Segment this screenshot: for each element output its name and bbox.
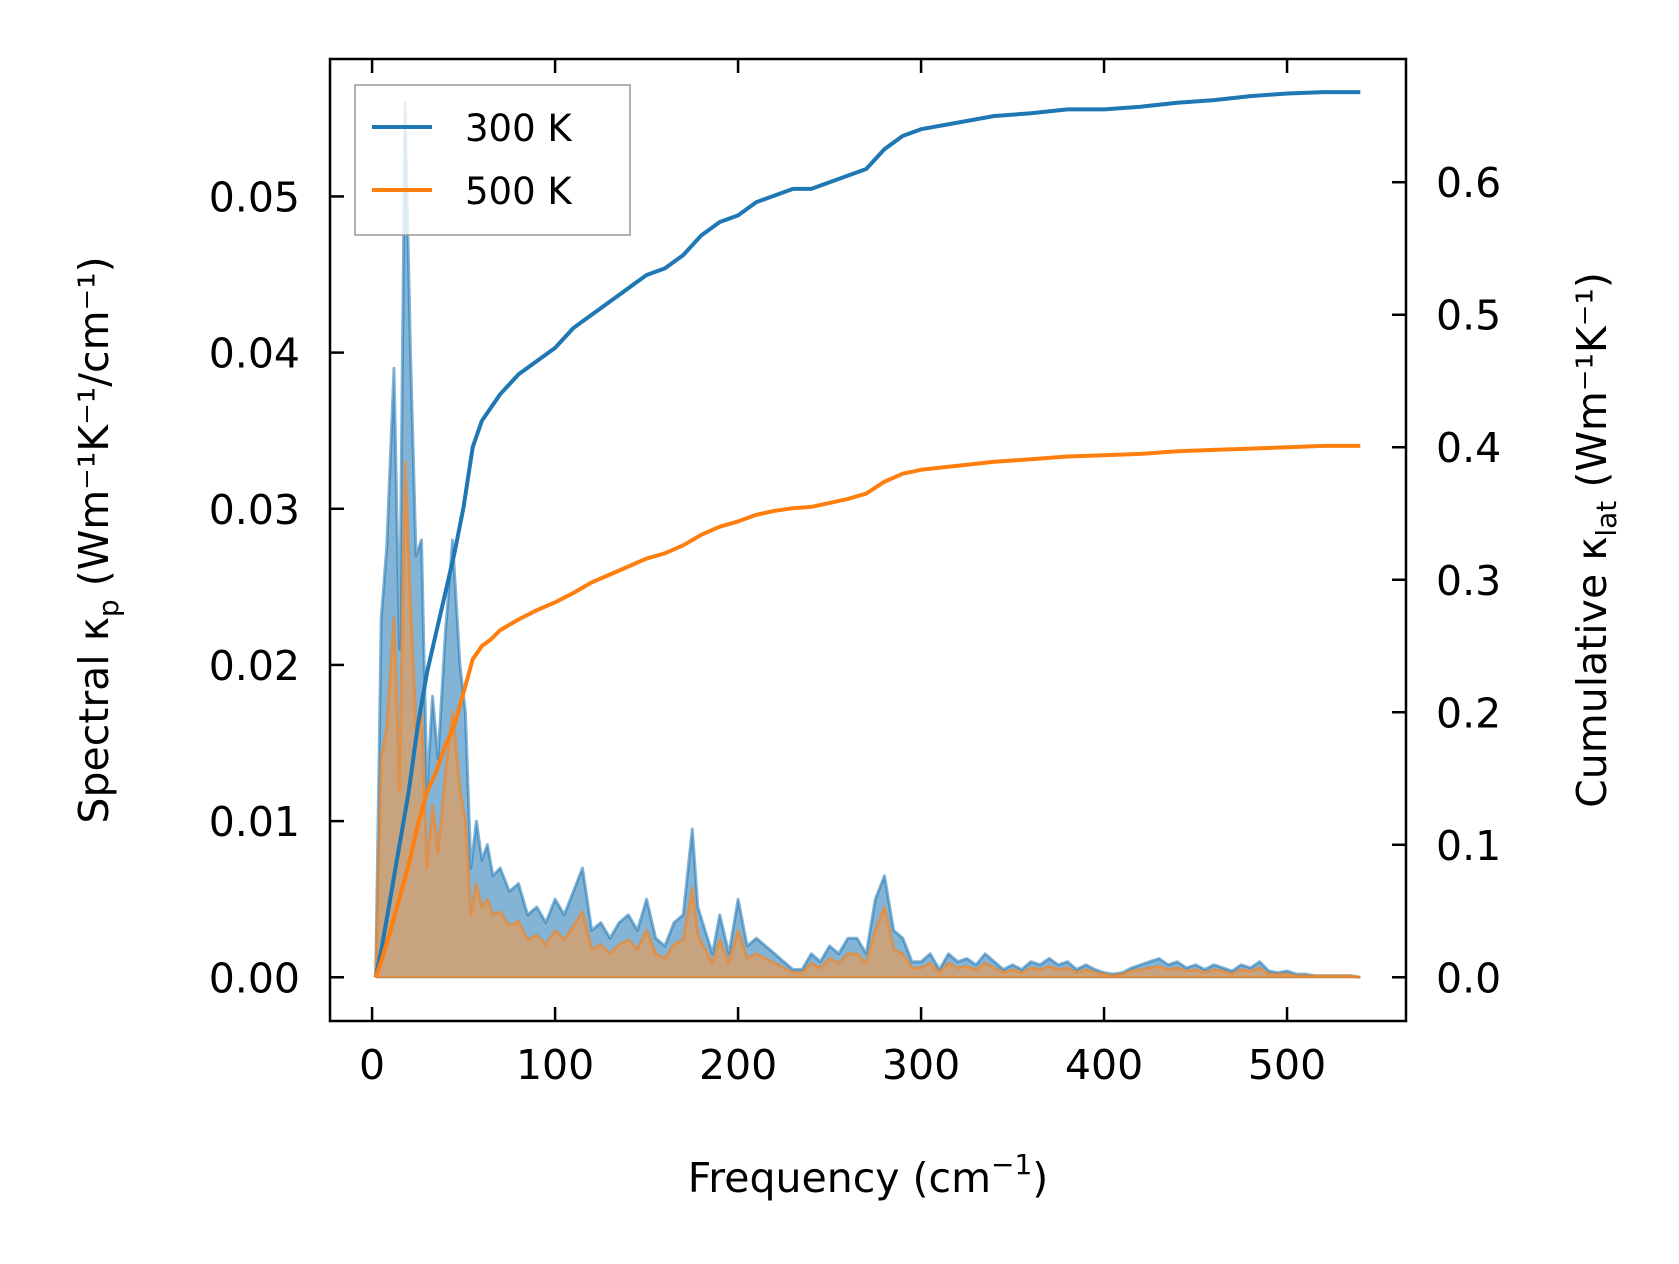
y-right-tick-label: 0.6 [1436, 159, 1501, 207]
y-left-tick-label: 0.04 [209, 330, 300, 378]
y-left-tick-label: 0.05 [209, 173, 300, 221]
x-tick-label: 0 [359, 1041, 385, 1089]
plot-frame [328, 57, 1408, 1023]
legend: 300 K 500 K [354, 84, 631, 236]
legend-box [354, 84, 631, 236]
x-tick-label: 500 [1248, 1041, 1326, 1089]
y-right-tick-label: 0.1 [1436, 822, 1501, 870]
y-right-tick-label: 0.2 [1436, 689, 1501, 737]
spectral-fill-500k [375, 461, 1361, 978]
x-tick-label: 300 [882, 1041, 960, 1089]
y-right-tick-label: 0.4 [1436, 424, 1501, 472]
legend-label-500k: 500 K [465, 170, 573, 213]
spectral-line-300k [374, 101, 1361, 979]
axis-ticks: 0 100 200 300 400 5000.000.010.020.030.040.05… [209, 59, 1501, 1089]
y-left-tick-label: 0.03 [209, 486, 300, 534]
plot-marks [373, 90, 1361, 979]
x-tick-label: 400 [1065, 1041, 1143, 1089]
y-left-tick-label: 0.02 [209, 642, 300, 690]
y-left-axis-title: Spectral κp (Wm⁻¹K⁻¹/cm⁻¹) [70, 256, 125, 823]
spectral-line-500k [374, 460, 1361, 979]
y-right-tick-label: 0.0 [1436, 954, 1501, 1002]
y-right-axis-title: Cumulative κlat (Wm⁻¹K⁻¹) [1568, 272, 1623, 808]
x-tick-label: 200 [699, 1041, 777, 1089]
x-axis-title: Frequency (cm−1) [688, 1148, 1049, 1202]
cumulative-line-300k [373, 90, 1361, 978]
legend-label-300k: 300 K [465, 107, 573, 150]
cumulative-line-500k [373, 443, 1361, 978]
y-left-tick-label: 0.01 [209, 798, 300, 846]
y-right-tick-label: 0.5 [1436, 292, 1501, 340]
y-left-tick-label: 0.00 [209, 954, 300, 1002]
x-tick-label: 100 [516, 1041, 594, 1089]
y-right-tick-label: 0.3 [1436, 557, 1501, 605]
